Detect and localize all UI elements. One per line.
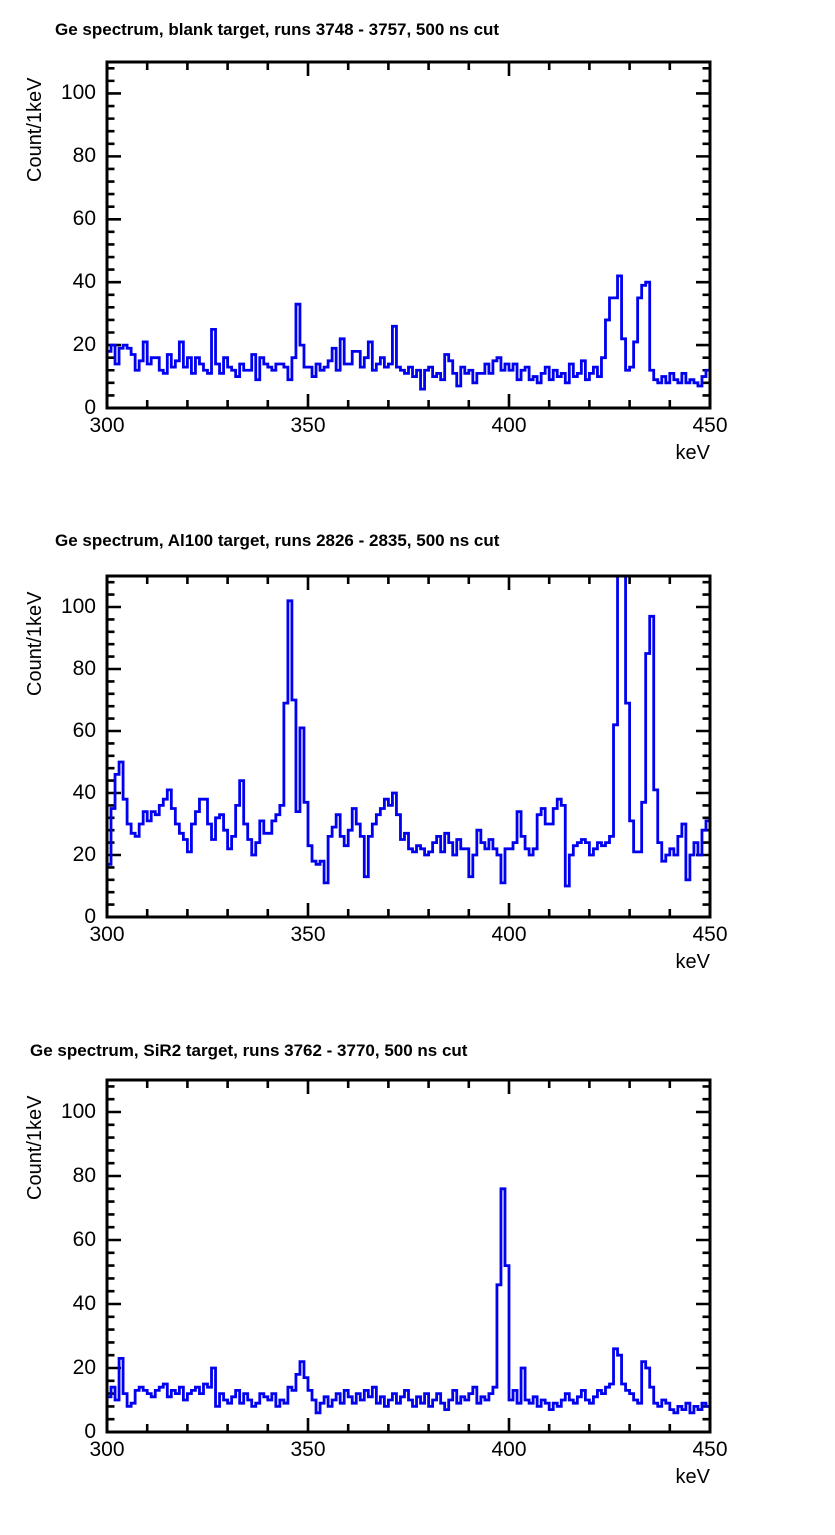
axis-ticks: [105, 576, 712, 919]
x-tick-label: 300: [89, 923, 125, 946]
plot3-x-axis-title: keV: [675, 1466, 710, 1488]
y-tick-label: 40: [72, 270, 96, 294]
y-tick-label: 20: [72, 333, 96, 357]
histogram-line: [107, 274, 710, 408]
y-tick-label: 20: [72, 1356, 96, 1379]
y-tick-label: 20: [72, 843, 96, 866]
y-tick-label: 100: [60, 1100, 96, 1123]
histogram-line: [107, 1187, 710, 1432]
y-tick-label: 0: [84, 905, 96, 928]
y-tick-label: 60: [72, 1228, 96, 1251]
y-tick-label: 60: [72, 719, 96, 742]
axis-ticks: [105, 62, 712, 410]
x-tick-label: 400: [491, 414, 527, 437]
y-tick-label: 40: [72, 781, 96, 804]
y-tick-label: 80: [72, 1164, 96, 1187]
x-tick-label: 450: [692, 414, 728, 437]
x-tick-label: 350: [290, 923, 326, 946]
y-tick-label: 80: [72, 657, 96, 680]
y-tick-label: 40: [72, 1292, 96, 1315]
plot2-title: Ge spectrum, Al100 target, runs 2826 - 2…: [55, 531, 500, 550]
x-tick-label: 400: [491, 1438, 527, 1461]
x-tick-label: 300: [89, 414, 125, 437]
y-tick-label: 100: [60, 81, 96, 105]
plot1-title: Ge spectrum, blank target, runs 3748 - 3…: [55, 20, 500, 39]
axis-ticks: [105, 1080, 712, 1434]
plot1-x-axis-title: keV: [675, 442, 710, 464]
x-tick-label: 350: [290, 1438, 326, 1461]
plot2-x-axis-title: keV: [675, 951, 710, 973]
histogram-line: [107, 576, 710, 917]
y-tick-label: 60: [72, 207, 96, 231]
y-tick-label: 0: [84, 1420, 96, 1443]
x-tick-label: 450: [692, 1438, 728, 1461]
y-tick-label: 80: [72, 144, 96, 168]
x-tick-label: 300: [89, 1438, 125, 1461]
y-tick-label: 100: [60, 595, 96, 618]
x-tick-label: 400: [491, 923, 527, 946]
y-tick-label: 0: [84, 396, 96, 419]
plot-frame: [105, 574, 712, 919]
plot-frame: [105, 60, 712, 410]
plot3-title: Ge spectrum, SiR2 target, runs 3762 - 37…: [30, 1041, 468, 1060]
x-tick-label: 350: [290, 414, 326, 437]
x-tick-label: 450: [692, 923, 728, 946]
plot-frame: [105, 1078, 712, 1434]
